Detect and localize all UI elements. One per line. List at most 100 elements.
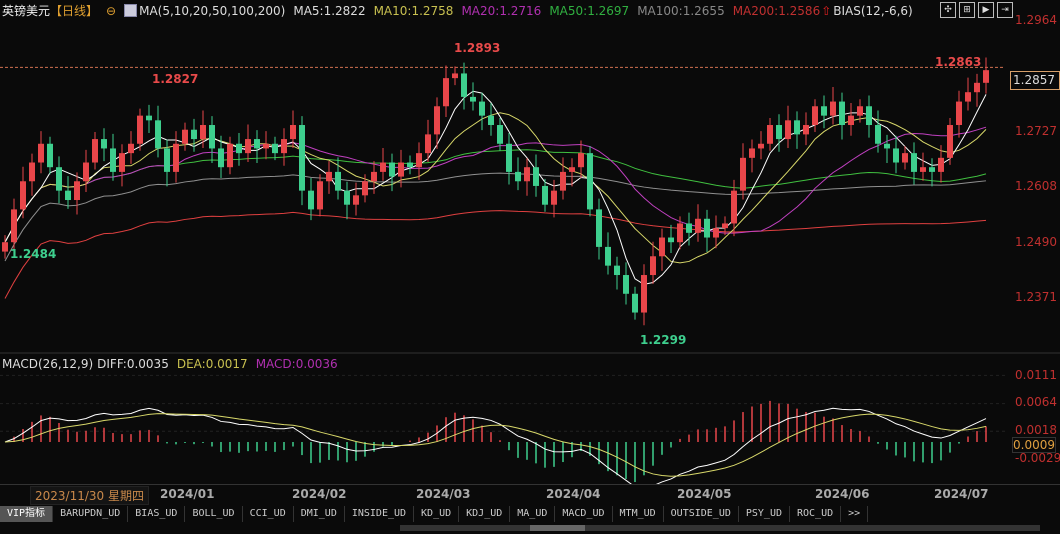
candle-up [182, 129, 188, 144]
candle-down [875, 125, 881, 144]
candle-down [893, 148, 899, 163]
candle-down [632, 293, 638, 313]
candle-up [569, 167, 575, 172]
candle-down [344, 190, 350, 205]
candle-down [866, 106, 872, 126]
indicator-tab[interactable]: KDJ_UD [459, 506, 511, 522]
zoom-out-icon[interactable]: ▶ [978, 2, 994, 18]
chart-legend: 英镑美元 【日线】 ⊖ MA(5,10,20,50,100,200) MA5:1… [2, 2, 913, 19]
macd-dea: DEA:0.0017 [176, 357, 248, 371]
candle-up [695, 218, 701, 233]
candle-down [929, 167, 935, 172]
bias-label[interactable]: BIAS(12,-6,6) [833, 3, 913, 18]
candle-down [488, 115, 494, 126]
indicator-icon[interactable] [124, 4, 138, 17]
candle-up [767, 125, 773, 144]
price-chart[interactable] [0, 0, 1060, 484]
indicator-tab[interactable]: KD_UD [414, 506, 460, 522]
candle-down [191, 129, 197, 140]
candle-up [731, 190, 737, 224]
candle-up [920, 167, 926, 172]
settings-circle-icon[interactable]: ⊖ [106, 3, 117, 18]
indicator-tab[interactable]: MACD_UD [555, 506, 613, 522]
scrollbar-track[interactable] [400, 525, 1040, 531]
indicator-tabs: VIP指标 BARUPDN_UD BIAS_UD BOLL_UD CCI_UD DMI_U… [0, 506, 869, 522]
candle-up [371, 171, 377, 182]
candle-down [164, 148, 170, 172]
ma-label[interactable]: MA(5,10,20,50,100,200) [139, 3, 286, 18]
indicator-tab[interactable]: ROC_UD [790, 506, 842, 522]
candle-down [461, 73, 467, 97]
indicator-tab[interactable]: PSY_UD [739, 506, 790, 522]
candle-down [110, 148, 116, 172]
period-label[interactable]: 【日线】 [50, 4, 99, 18]
candle-up [749, 148, 755, 158]
pan-right-icon[interactable]: ⇥ [997, 2, 1013, 18]
indicator-tab[interactable]: BOLL_UD [185, 506, 243, 522]
candle-down [254, 139, 260, 149]
macd-legend: MACD(26,12,9) DIFF:0.0035 DEA:0.0017 MAC… [2, 357, 338, 371]
macd-label[interactable]: MACD(26,12,9) [2, 357, 94, 371]
candle-up [677, 223, 683, 243]
high-annotation: 1.2893 [454, 41, 501, 55]
candle-up [803, 125, 809, 135]
indicator-tab[interactable]: BARUPDN_UD [53, 506, 129, 522]
candle-up [659, 237, 665, 257]
candle-down [407, 162, 413, 168]
indicator-tab[interactable]: MTM_UD [613, 506, 664, 522]
candle-down [335, 171, 341, 191]
candle-up [740, 157, 746, 191]
candle-down [218, 148, 224, 168]
indicator-tab[interactable]: BIAS_UD [128, 506, 186, 522]
candle-up [317, 181, 323, 210]
candle-down [209, 125, 215, 149]
high-annotation: 1.2827 [152, 72, 199, 86]
candle-down [506, 143, 512, 172]
low-annotation: 1.2484 [10, 247, 57, 261]
candle-up [38, 143, 44, 163]
scrollbar-thumb[interactable] [530, 525, 585, 531]
ma10-value: MA10:1.2758 [373, 3, 454, 18]
indicator-tab[interactable]: CCI_UD [243, 506, 294, 522]
ma50-line [4, 149, 987, 243]
indicator-tab[interactable]: OUTSIDE_UD [664, 506, 739, 522]
candle-up [938, 157, 944, 172]
candle-up [983, 70, 989, 83]
candle-up [434, 106, 440, 135]
candle-up [263, 143, 269, 149]
dea-line [4, 413, 987, 477]
indicator-tab[interactable]: MA_UD [510, 506, 556, 522]
candle-up [641, 275, 647, 313]
candle-down [515, 171, 521, 182]
candle-down [272, 143, 278, 154]
candle-up [551, 190, 557, 205]
price-axis-label: 1.2608 [1015, 179, 1057, 193]
candle-down [542, 185, 548, 205]
up-arrow-icon: ⇧ [821, 3, 832, 18]
zoom-in-icon[interactable]: ⊞ [959, 2, 975, 18]
indicator-tab[interactable]: >> [841, 506, 869, 522]
candle-down [614, 265, 620, 276]
price-axis-label: 1.2490 [1015, 235, 1057, 249]
candle-down [821, 106, 827, 116]
indicator-tab[interactable]: INSIDE_UD [345, 506, 415, 522]
ma200-value: MA200:1.2586 [732, 3, 821, 18]
candle-up [956, 101, 962, 126]
indicator-tab[interactable]: DMI_UD [294, 506, 345, 522]
month-label: 2024/02 [292, 487, 347, 501]
candle-up [452, 73, 458, 79]
indicator-tab[interactable]: VIP指标 [0, 506, 54, 522]
candle-down [101, 139, 107, 149]
candle-up [353, 195, 359, 205]
candle-up [785, 120, 791, 140]
crosshair-icon[interactable]: ✣ [940, 2, 956, 18]
high-annotation: 1.2863 [935, 55, 982, 69]
candle-up [857, 106, 863, 116]
candle-up [812, 106, 818, 126]
ma5-line [4, 90, 987, 285]
candle-up [902, 153, 908, 163]
low-annotation: 1.2299 [640, 333, 687, 347]
macd-axis-label: 0.0064 [1015, 395, 1057, 409]
candle-up [398, 162, 404, 177]
candle-down [47, 143, 53, 168]
